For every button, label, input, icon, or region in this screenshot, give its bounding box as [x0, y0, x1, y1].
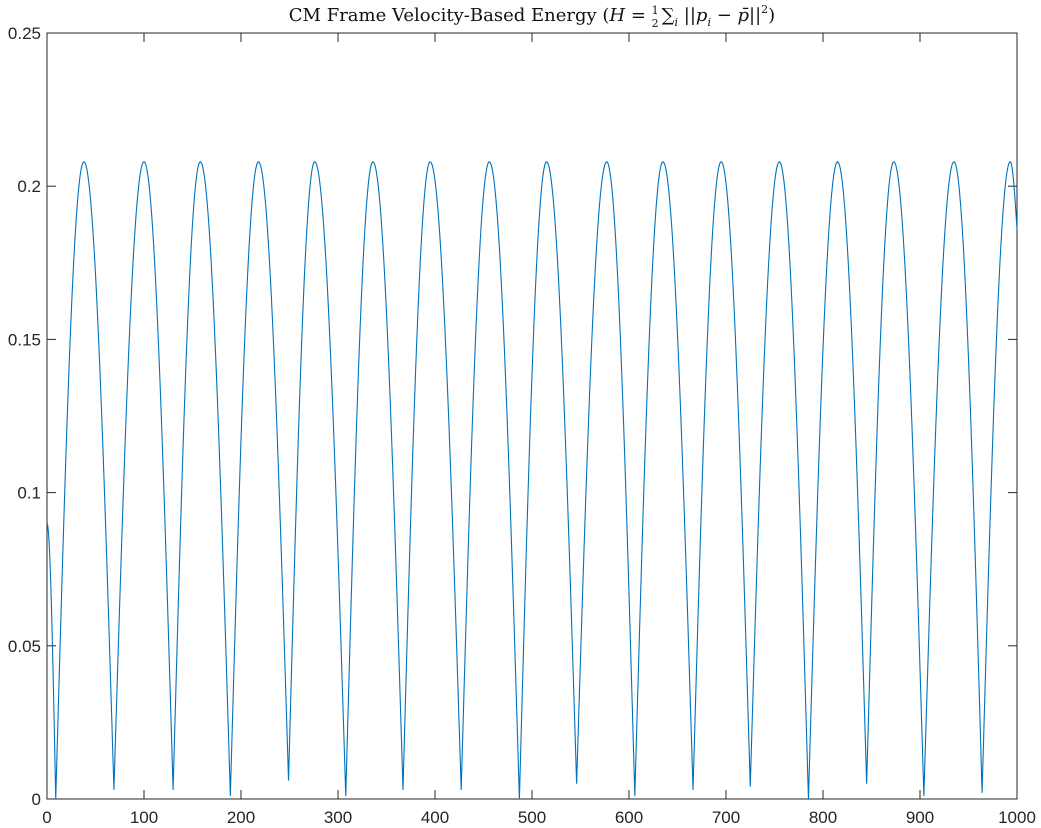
energy-series-line: [46, 160, 1018, 800]
x-tick-label: 100: [130, 808, 158, 827]
x-tick-label: 500: [518, 808, 546, 827]
plot-area: 0 100 200 300 400 500 600 700 800 900 1000 0 0.05 0.1…: [8, 24, 1036, 827]
chart-title: CM Frame Velocity-Based Energy (H = 1 2 ∑i…: [289, 3, 775, 30]
y-tick-label: 0: [32, 790, 41, 809]
x-tick-label: 1000: [998, 808, 1036, 827]
x-tick-label: 0: [42, 808, 51, 827]
y-tick-label: 0.15: [8, 330, 41, 349]
y-tick-label: 0.1: [17, 484, 41, 503]
x-tick-label: 600: [615, 808, 643, 827]
x-tick-label: 300: [324, 808, 352, 827]
x-tick-label: 400: [421, 808, 449, 827]
x-tick-label: 700: [712, 808, 740, 827]
x-tick-label: 200: [227, 808, 255, 827]
x-tick-label: 900: [906, 808, 934, 827]
x-tick-label: 800: [809, 808, 837, 827]
ticks-layer: 0 100 200 300 400 500 600 700 800 900 1000 0 0.05 0.1…: [8, 24, 1036, 827]
series-layer: [46, 160, 1018, 800]
y-tick-label: 0.2: [17, 177, 41, 196]
y-tick-label: 0.25: [8, 24, 41, 43]
y-tick-label: 0.05: [8, 637, 41, 656]
